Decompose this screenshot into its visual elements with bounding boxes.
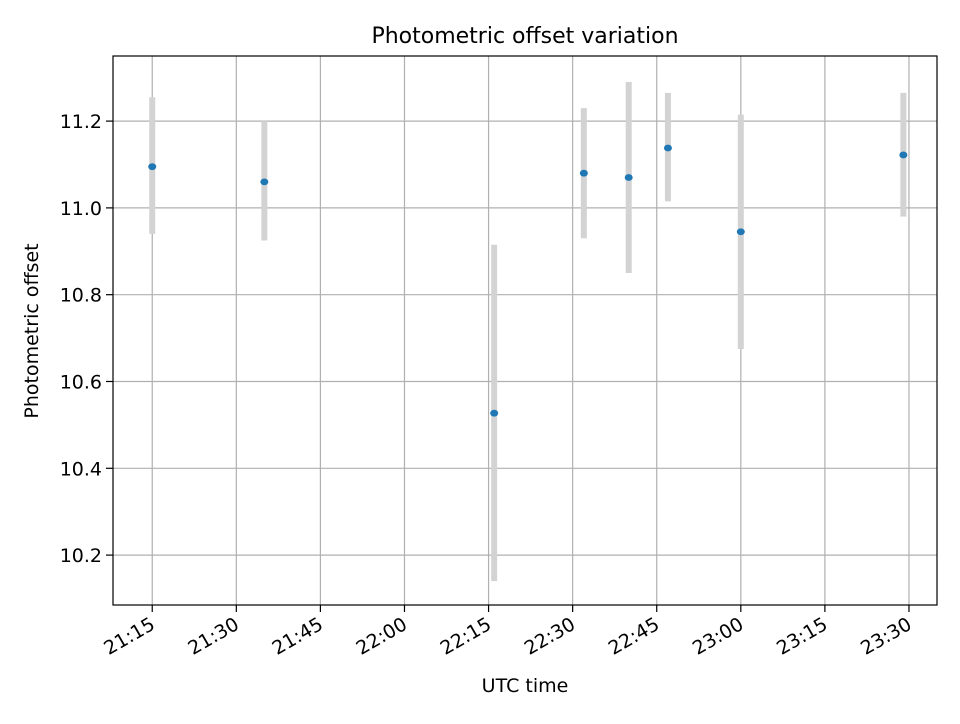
y-axis-label: Photometric offset	[21, 243, 43, 418]
data-point	[624, 174, 633, 181]
data-point	[260, 178, 269, 186]
data-point	[490, 409, 499, 417]
data-point	[148, 163, 157, 171]
point-layer	[148, 144, 908, 417]
data-point	[899, 151, 908, 159]
x-axis-label: UTC time	[482, 675, 569, 697]
y-tick-label: 10.6	[60, 371, 102, 393]
y-tick-label: 11.0	[60, 198, 102, 220]
y-tick-label: 10.2	[60, 545, 102, 567]
grid-layer	[113, 56, 937, 605]
data-point	[736, 228, 745, 236]
y-tick-label: 11.2	[60, 111, 102, 133]
data-point	[663, 144, 672, 152]
plot-frame	[112, 55, 938, 606]
data-point	[579, 169, 588, 177]
y-tick-label: 10.4	[60, 458, 102, 480]
chart-title: Photometric offset variation	[371, 24, 678, 49]
y-tick-label: 10.8	[60, 285, 102, 307]
